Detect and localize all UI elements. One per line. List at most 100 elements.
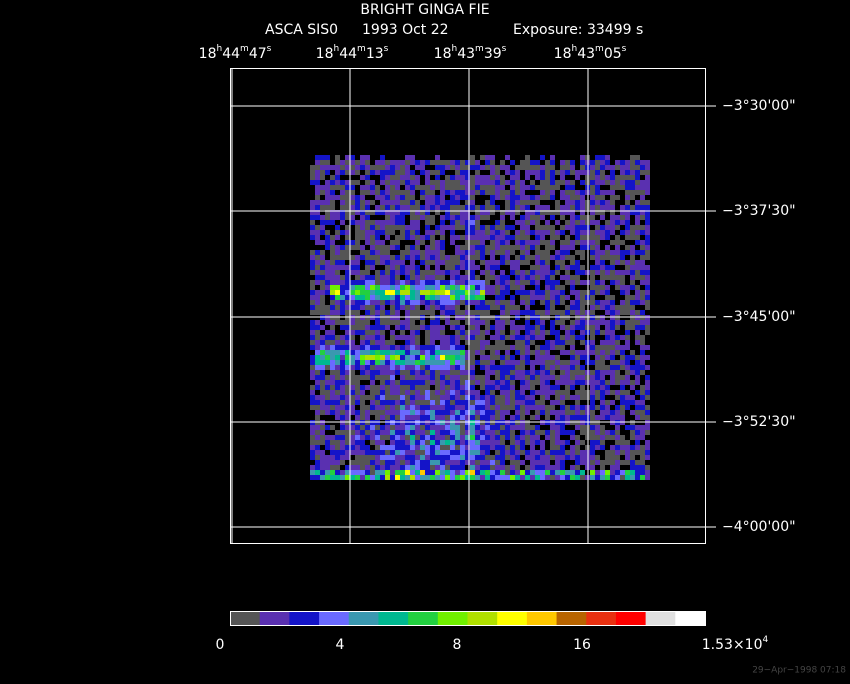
pixel: [630, 165, 635, 170]
pixel: [400, 405, 405, 410]
pixel: [495, 460, 500, 465]
pixel: [495, 235, 500, 240]
pixel: [340, 320, 345, 325]
pixel: [445, 415, 450, 420]
pixel: [505, 275, 510, 280]
pixel: [450, 430, 455, 435]
pixel: [345, 355, 350, 360]
pixel: [325, 375, 330, 380]
pixel: [580, 295, 585, 300]
pixel: [555, 390, 560, 395]
pixel: [460, 380, 465, 385]
pixel: [400, 165, 405, 170]
pixel: [450, 295, 455, 300]
pixel: [560, 265, 565, 270]
pixel: [370, 400, 375, 405]
pixel: [595, 365, 600, 370]
pixel: [580, 205, 585, 210]
pixel: [330, 470, 335, 475]
pixel: [415, 440, 420, 445]
pixel: [390, 465, 395, 470]
pixel: [525, 395, 530, 400]
pixel: [340, 260, 345, 265]
pixel: [500, 325, 505, 330]
pixel: [535, 430, 540, 435]
pixel: [545, 415, 550, 420]
pixel: [600, 270, 605, 275]
pixel: [355, 270, 360, 275]
pixel: [565, 305, 570, 310]
pixel: [500, 270, 505, 275]
pixel: [495, 350, 500, 355]
pixel: [390, 450, 395, 455]
pixel: [370, 395, 375, 400]
pixel: [440, 290, 445, 295]
pixel: [365, 465, 370, 470]
pixel: [475, 310, 480, 315]
pixel: [495, 345, 500, 350]
pixel: [625, 470, 630, 475]
pixel: [380, 335, 385, 340]
pixel: [405, 470, 410, 475]
pixel: [375, 225, 380, 230]
pixel: [590, 230, 595, 235]
pixel: [505, 190, 510, 195]
pixel: [600, 475, 605, 480]
pixel: [625, 325, 630, 330]
pixel: [425, 365, 430, 370]
pixel: [475, 175, 480, 180]
pixel: [515, 255, 520, 260]
pixel: [565, 330, 570, 335]
pixel: [405, 425, 410, 430]
pixel: [550, 230, 555, 235]
pixel: [350, 460, 355, 465]
pixel: [430, 230, 435, 235]
pixel: [520, 435, 525, 440]
pixel: [505, 165, 510, 170]
pixel: [540, 240, 545, 245]
pixel: [520, 460, 525, 465]
pixel: [625, 205, 630, 210]
pixel: [325, 245, 330, 250]
pixel: [360, 455, 365, 460]
pixel: [425, 205, 430, 210]
pixel: [620, 335, 625, 340]
pixel: [615, 245, 620, 250]
pixel: [410, 360, 415, 365]
pixel: [350, 295, 355, 300]
pixel: [615, 285, 620, 290]
pixel: [485, 470, 490, 475]
pixel: [315, 250, 320, 255]
pixel: [310, 305, 315, 310]
pixel: [455, 455, 460, 460]
pixel: [510, 235, 515, 240]
pixel: [620, 280, 625, 285]
pixel: [560, 175, 565, 180]
pixel: [525, 380, 530, 385]
pixel: [430, 200, 435, 205]
pixel: [590, 350, 595, 355]
pixel: [455, 205, 460, 210]
pixel: [645, 255, 650, 260]
pixel: [510, 295, 515, 300]
pixel: [530, 330, 535, 335]
pixel: [520, 430, 525, 435]
pixel: [440, 400, 445, 405]
pixel: [380, 475, 385, 480]
pixel: [620, 355, 625, 360]
pixel: [495, 295, 500, 300]
pixel: [350, 355, 355, 360]
pixel: [330, 190, 335, 195]
pixel: [525, 430, 530, 435]
pixel: [605, 205, 610, 210]
pixel: [575, 400, 580, 405]
pixel: [480, 175, 485, 180]
pixel: [385, 460, 390, 465]
pixel: [385, 455, 390, 460]
pixel: [625, 285, 630, 290]
pixel: [380, 295, 385, 300]
pixel: [530, 465, 535, 470]
label-part: 43: [577, 46, 595, 62]
pixel: [575, 275, 580, 280]
pixel: [450, 160, 455, 165]
